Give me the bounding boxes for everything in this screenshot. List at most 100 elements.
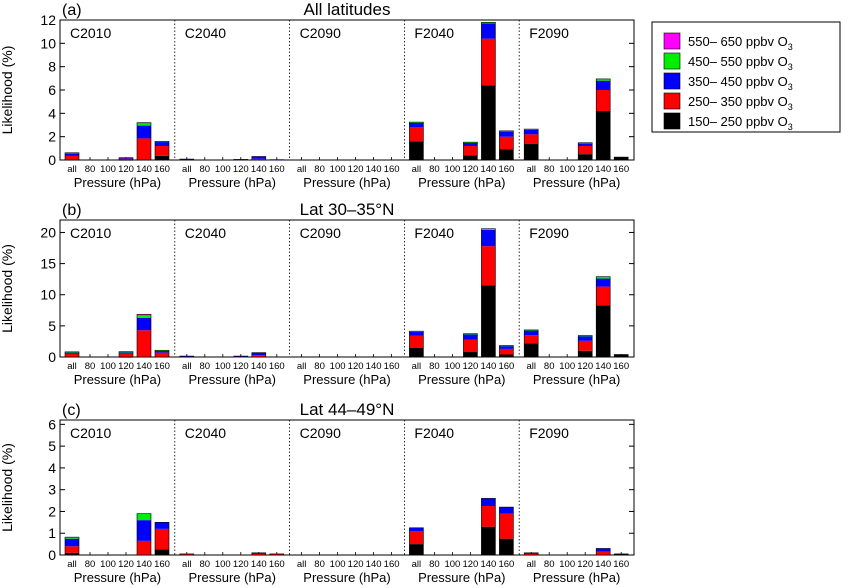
y-tick-label: 2 bbox=[48, 503, 56, 519]
bar-segment bbox=[233, 356, 248, 357]
bar-outline bbox=[463, 333, 478, 358]
y-tick-label: 8 bbox=[48, 59, 56, 75]
x-tick-label: 100 bbox=[330, 559, 346, 570]
x-tick-label: all bbox=[526, 559, 536, 570]
x-tick-label: 100 bbox=[100, 164, 116, 175]
bar-segment bbox=[578, 350, 593, 357]
panel-label: (b) bbox=[62, 202, 82, 219]
bar-segment bbox=[578, 143, 593, 146]
bar-segment bbox=[179, 356, 194, 357]
bar-segment bbox=[137, 314, 151, 316]
x-tick-label: all bbox=[526, 164, 536, 175]
bar-segment bbox=[596, 286, 611, 306]
y-tick-label: 0 bbox=[48, 547, 56, 563]
x-tick-label: 80 bbox=[314, 559, 325, 570]
x-axis-label: Pressure (hPa) bbox=[418, 372, 505, 387]
bar-segment bbox=[251, 158, 266, 160]
bar-segment bbox=[499, 507, 514, 514]
bar-outline bbox=[136, 513, 152, 556]
y-tick-label: 0 bbox=[48, 152, 56, 168]
x-tick-label: 160 bbox=[154, 164, 170, 175]
bar-outline bbox=[481, 228, 496, 358]
bar-outline bbox=[481, 498, 496, 556]
x-tick-label: 120 bbox=[118, 559, 134, 570]
bar-outline bbox=[499, 130, 514, 161]
legend-label: 250– 350 ppbv O3 bbox=[688, 94, 793, 112]
legend-swatch bbox=[663, 32, 681, 50]
bar-outline bbox=[154, 349, 170, 358]
x-tick-label: 160 bbox=[269, 164, 285, 175]
bar-segment bbox=[596, 278, 611, 287]
x-tick-label: 80 bbox=[200, 164, 211, 175]
bar-outline bbox=[233, 159, 249, 161]
y-tick-label: 5 bbox=[48, 438, 56, 454]
x-tick-label: 80 bbox=[544, 361, 555, 372]
bar-segment bbox=[409, 331, 424, 332]
x-axis-label: Pressure (hPa) bbox=[74, 372, 161, 387]
x-tick-label: 140 bbox=[595, 164, 611, 175]
bar-segment bbox=[499, 354, 514, 357]
legend-item: 150– 250 ppbv O3 bbox=[663, 112, 793, 132]
bar-outline bbox=[251, 352, 267, 358]
y-tick-label: 12 bbox=[40, 12, 56, 28]
x-tick-label: 140 bbox=[251, 361, 267, 372]
bar-segment bbox=[409, 527, 424, 532]
legend-swatch bbox=[663, 72, 681, 90]
scenario-label: F2040 bbox=[414, 225, 454, 241]
plot-frame bbox=[59, 219, 635, 358]
legend-item: 350– 450 ppbv O3 bbox=[663, 72, 793, 92]
panel-label: (c) bbox=[62, 402, 81, 419]
bar-segment bbox=[251, 352, 266, 356]
legend-box bbox=[651, 21, 841, 133]
x-tick-label: 80 bbox=[200, 361, 211, 372]
bar-segment bbox=[155, 350, 169, 353]
chart-panel: 0 5 10 15 20 Likelihood (%) (b) Lat 30–35°N C201… bbox=[0, 200, 635, 387]
y-tick-label: 3 bbox=[48, 482, 56, 498]
x-tick-label: 80 bbox=[429, 559, 440, 570]
bar-segment bbox=[463, 333, 478, 335]
chart-title: Lat 44–49°N bbox=[300, 400, 395, 419]
legend-item: 450– 550 ppbv O3 bbox=[663, 52, 793, 72]
x-tick-label: 80 bbox=[85, 559, 96, 570]
scenario-label: C2040 bbox=[185, 225, 226, 241]
x-tick-label: 160 bbox=[269, 559, 285, 570]
scenario-label: C2090 bbox=[300, 25, 341, 41]
bar-segment bbox=[578, 335, 593, 337]
bar-segment bbox=[65, 353, 79, 357]
bar-segment bbox=[155, 352, 169, 357]
x-tick-label: 140 bbox=[595, 361, 611, 372]
bar-segment bbox=[409, 347, 424, 357]
bar-segment bbox=[481, 506, 496, 527]
x-axis-label: Pressure (hPa) bbox=[188, 570, 275, 585]
x-tick-label: 160 bbox=[384, 361, 400, 372]
bar-segment bbox=[155, 528, 169, 550]
bar-segment bbox=[596, 80, 611, 90]
x-tick-label: 140 bbox=[480, 164, 496, 175]
bar-segment bbox=[524, 134, 539, 144]
x-tick-label: 140 bbox=[251, 559, 267, 570]
x-tick-label: 80 bbox=[429, 164, 440, 175]
x-axis-label: Pressure (hPa) bbox=[533, 570, 620, 585]
x-axis-label: Pressure (hPa) bbox=[188, 372, 275, 387]
legend-label: 450– 550 ppbv O3 bbox=[688, 54, 793, 72]
y-tick-label: 10 bbox=[40, 287, 56, 303]
bar-segment bbox=[463, 142, 478, 146]
bar-outline bbox=[499, 506, 514, 556]
y-tick-label: 0 bbox=[48, 349, 56, 365]
bar-outline bbox=[577, 142, 593, 161]
x-tick-label: 100 bbox=[215, 164, 231, 175]
bar-segment bbox=[137, 314, 151, 318]
bar-segment bbox=[614, 354, 629, 357]
bar-segment bbox=[578, 340, 593, 351]
x-tick-label: 120 bbox=[577, 361, 593, 372]
y-tick-label: 20 bbox=[40, 224, 56, 240]
bar-segment bbox=[481, 498, 496, 507]
bar-segment bbox=[524, 343, 539, 357]
x-axis-label: Pressure (hPa) bbox=[303, 175, 390, 190]
bar-segment bbox=[524, 129, 539, 130]
bar-segment bbox=[409, 127, 424, 142]
bar-outline bbox=[595, 548, 611, 556]
x-tick-label: 140 bbox=[136, 361, 152, 372]
bar-segment bbox=[524, 552, 539, 554]
bar-segment bbox=[596, 111, 611, 160]
